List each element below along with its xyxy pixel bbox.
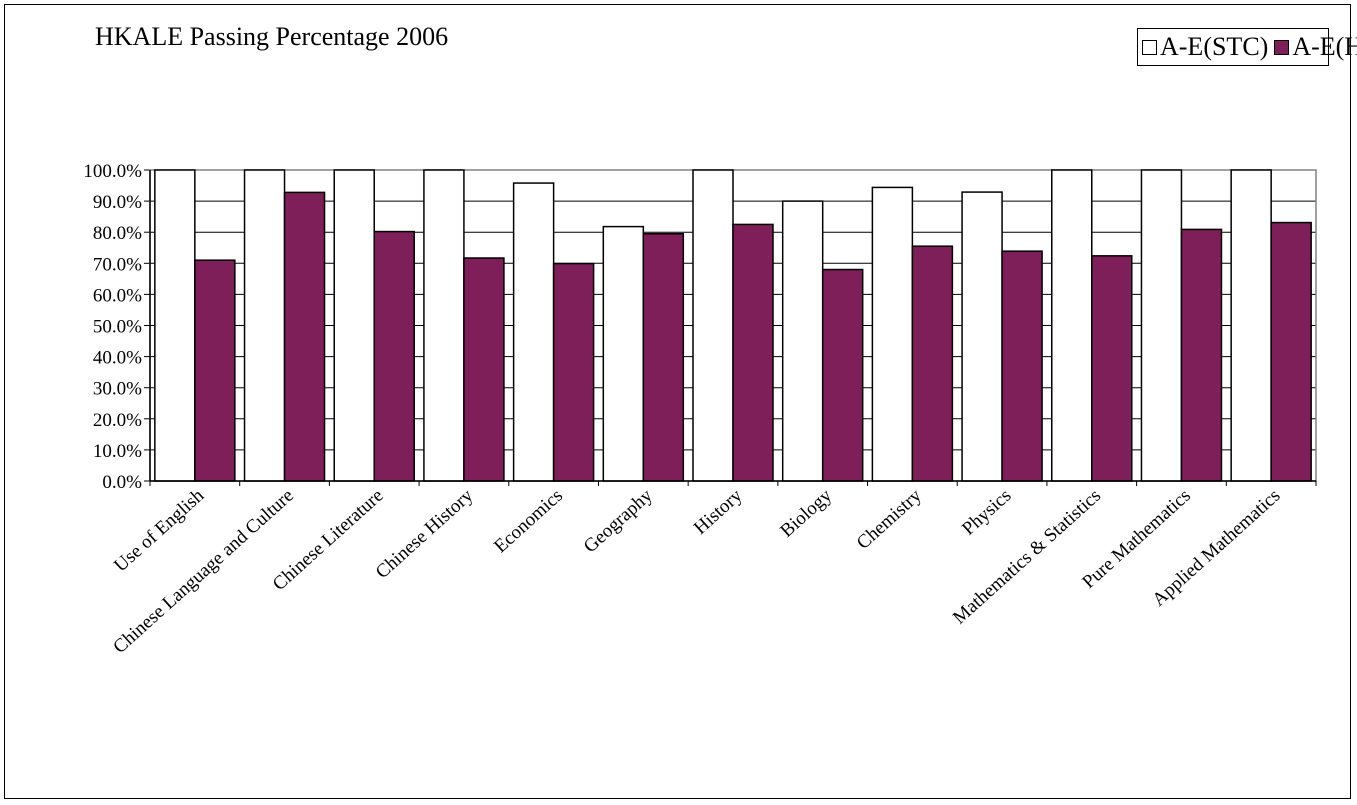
bar-stc	[243, 169, 286, 482]
bar-stc	[154, 169, 196, 482]
bar-stc	[423, 169, 465, 482]
bar-stc	[781, 200, 824, 482]
legend-label-stc: A-E(STC)	[1160, 32, 1269, 61]
x-category-label: Economics	[490, 485, 567, 557]
y-tick-label: 60.0%	[93, 285, 142, 306]
bar-hk	[911, 245, 954, 482]
bar-hk	[552, 262, 595, 482]
legend-swatch-hk	[1274, 39, 1290, 55]
bar-stc	[961, 191, 1003, 482]
legend-swatch-stc	[1142, 39, 1157, 55]
x-category-label: Chinese History	[372, 485, 478, 583]
bar-hk	[642, 233, 685, 482]
x-category-label: History	[690, 485, 747, 539]
bar-stc	[871, 186, 914, 482]
bar-hk	[1180, 228, 1223, 482]
y-tick-label: 0.0%	[102, 472, 142, 493]
bar-hk	[1270, 221, 1312, 482]
y-tick-label: 50.0%	[93, 317, 142, 338]
bar-hk	[821, 268, 864, 482]
bar-stc	[333, 169, 375, 482]
y-tick-label: 80.0%	[93, 223, 142, 244]
bar-hk	[194, 259, 236, 482]
y-tick-label: 20.0%	[93, 410, 142, 431]
legend-label-hk: A-E(HK)	[1292, 32, 1357, 61]
bar-stc	[692, 169, 734, 482]
y-tick-label: 40.0%	[93, 348, 142, 369]
bar-hk	[373, 230, 415, 482]
bar-stc	[602, 225, 645, 482]
bar-hk	[1091, 255, 1133, 482]
y-tick-label: 30.0%	[93, 379, 142, 400]
bar-stc	[1051, 169, 1093, 482]
bar-hk	[732, 223, 774, 482]
bar-stc	[512, 182, 555, 482]
y-tick-label: 70.0%	[93, 254, 142, 275]
bar-hk	[283, 191, 326, 482]
chart-title: HKALE Passing Percentage 2006	[95, 22, 449, 51]
y-tick-label: 10.0%	[93, 441, 142, 462]
bar-hk	[1001, 250, 1043, 482]
x-category-label: Chemistry	[853, 485, 926, 554]
x-category-label: Use of English	[110, 485, 208, 577]
bar-stc	[1140, 169, 1183, 482]
y-tick-label: 90.0%	[93, 192, 142, 213]
bar-stc	[1230, 169, 1272, 482]
bar-hk	[463, 257, 505, 482]
x-category-label: Geography	[580, 485, 657, 557]
legend-item-hk: A-E(HK)	[1274, 32, 1357, 62]
x-category-label: Biology	[776, 485, 836, 542]
y-tick-label: 100.0%	[83, 161, 142, 182]
chart-legend: A-E(STC) A-E(HK)	[1137, 28, 1357, 66]
legend-item-stc: A-E(STC)	[1142, 32, 1268, 62]
x-category-label: Mathematics & Statistics	[949, 485, 1105, 628]
x-category-label: Physics	[958, 485, 1015, 539]
x-category-label: Chinese Language and Culture	[109, 485, 298, 658]
